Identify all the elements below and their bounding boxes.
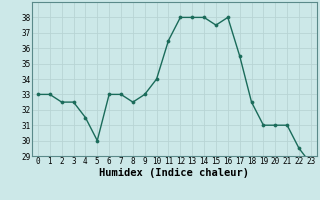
X-axis label: Humidex (Indice chaleur): Humidex (Indice chaleur)	[100, 168, 249, 178]
